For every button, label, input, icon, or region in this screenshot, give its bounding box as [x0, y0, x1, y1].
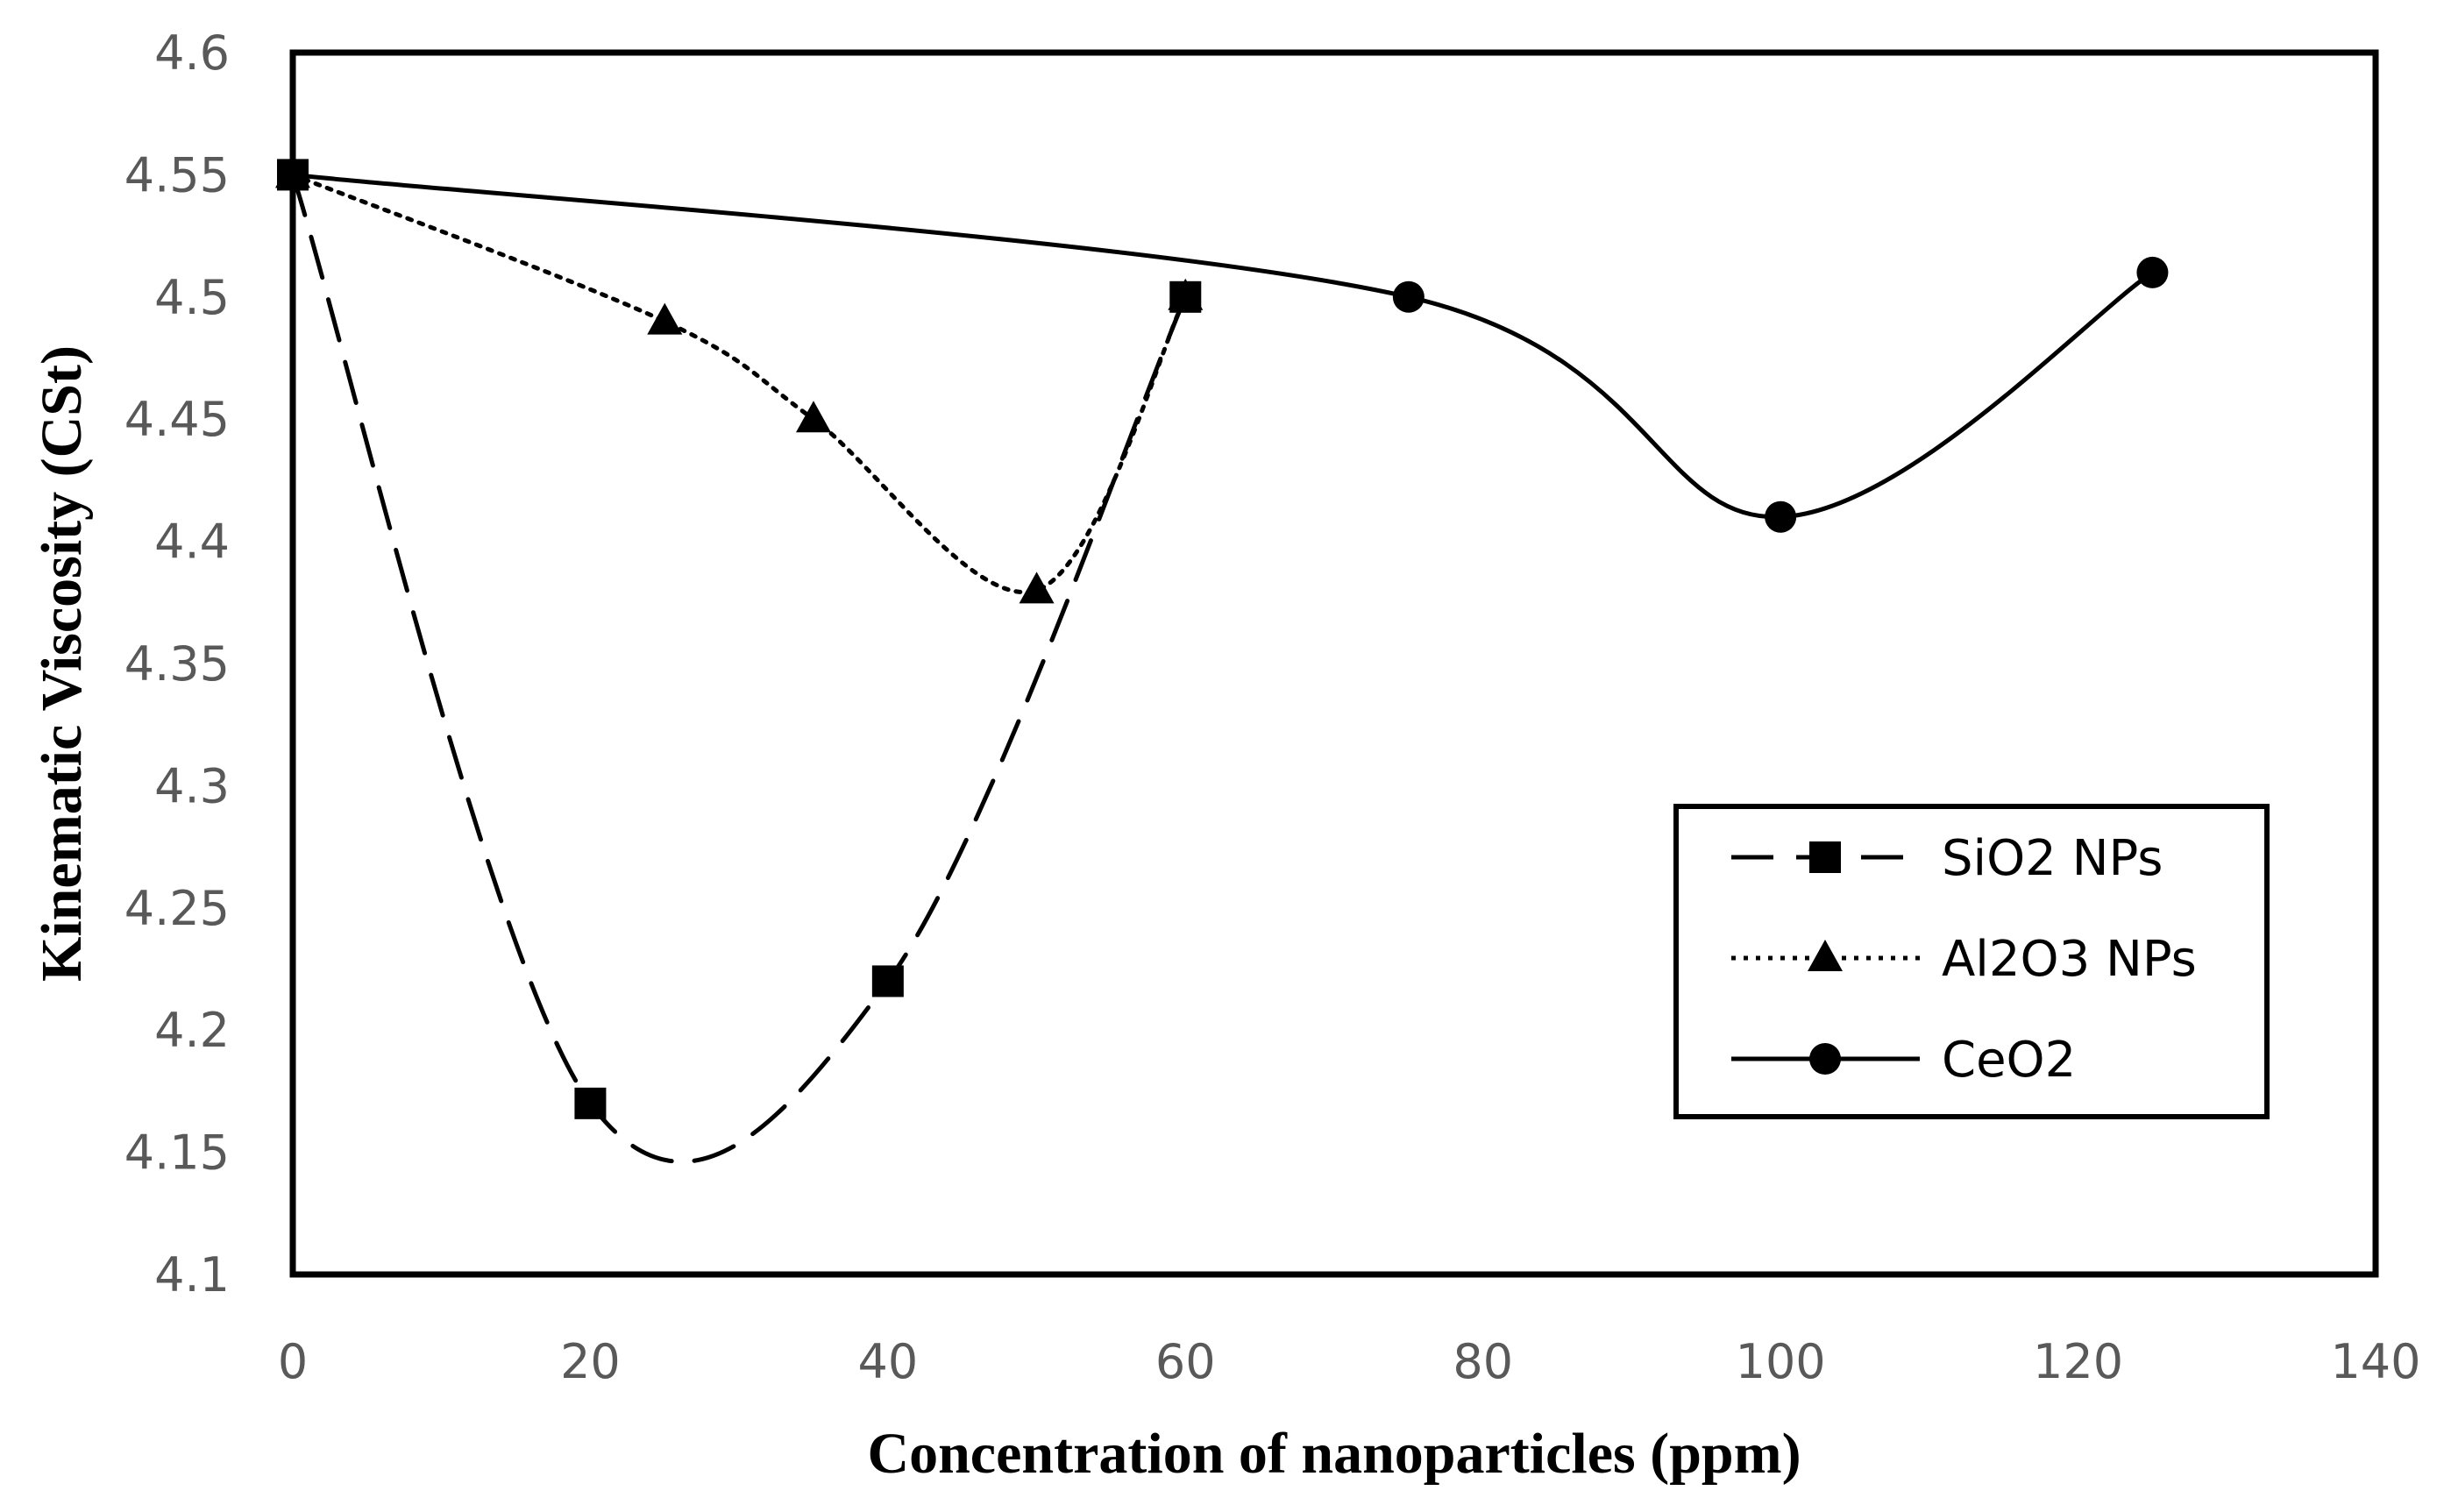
y-axis-ticks: 4.1 4.15 4.2 4.25 4.3 4.35 4.4 4.45 4.5 4.55 4.6 [124, 25, 230, 1303]
x-tick-label: 40 [857, 1334, 918, 1389]
data-point-triangle [647, 302, 683, 335]
y-tick-label: 4.3 [154, 758, 230, 813]
data-point-triangle [796, 401, 831, 433]
y-tick-label: 4.35 [124, 636, 230, 692]
x-tick-label: 20 [560, 1334, 621, 1389]
data-point-triangle [1019, 571, 1055, 604]
data-point-circle [277, 159, 309, 191]
series-line-triangle [290, 172, 1188, 594]
data-point-triangle [1168, 278, 1204, 310]
y-tick-label: 4.6 [154, 25, 230, 81]
legend-label: SiO2 NPs [1942, 830, 2163, 887]
x-axis-ticks: 0 20 40 60 80 100 120 140 [278, 1334, 2421, 1389]
data-point-circle [2136, 256, 2169, 288]
data-point-circle [1392, 280, 1424, 313]
legend-label: Al2O3 NPs [1942, 931, 2197, 988]
x-tick-label: 0 [278, 1334, 308, 1389]
legend: SiO2 NPs Al2O3 NPs CeO2 [1673, 804, 2270, 1119]
x-tick-label: 120 [2033, 1334, 2123, 1389]
series-line-circle [290, 172, 2155, 520]
y-tick-label: 4.25 [124, 881, 230, 936]
x-tick-label: 80 [1453, 1334, 1513, 1389]
x-axis-title: Concentration of nanoparticles (ppm) [867, 1422, 1801, 1486]
plot-frame [289, 49, 2379, 1278]
legend-marker-circle [1809, 1043, 1841, 1075]
series-markers [275, 156, 2169, 1119]
y-tick-label: 4.4 [154, 515, 230, 570]
data-point-square [574, 1087, 607, 1119]
legend-box [1673, 804, 2270, 1119]
legend-marker-triangle [1808, 940, 1843, 971]
y-tick-label: 4.1 [154, 1247, 230, 1303]
y-axis-title: Kinematic Viscosity (CSt) [30, 345, 94, 982]
y-tick-label: 4.2 [154, 1003, 230, 1058]
x-tick-label: 100 [1736, 1334, 1826, 1389]
y-tick-label: 4.5 [154, 270, 230, 325]
y-tick-label: 4.15 [124, 1125, 230, 1181]
legend-marker-square [1809, 841, 1841, 873]
data-point-square [871, 965, 904, 997]
y-tick-label: 4.45 [124, 392, 230, 447]
y-tick-label: 4.55 [124, 147, 230, 202]
legend-label: CeO2 [1942, 1032, 2076, 1089]
series-line-square [290, 172, 1188, 1164]
x-tick-label: 60 [1155, 1334, 1216, 1389]
x-tick-label: 140 [2330, 1334, 2420, 1389]
data-point-circle [1765, 500, 1797, 533]
